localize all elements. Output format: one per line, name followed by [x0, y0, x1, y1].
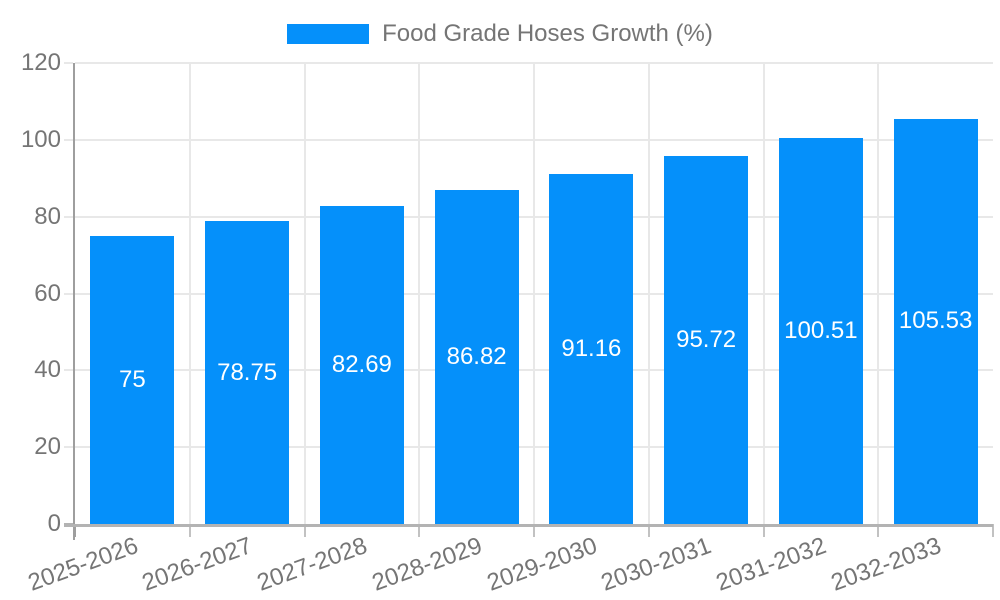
bar-2027-2028: 82.69	[319, 206, 404, 524]
v-gridline	[188, 63, 191, 524]
y-tick-label: 100	[20, 125, 61, 153]
v-gridline	[533, 63, 535, 524]
x-tick-mark	[188, 524, 191, 537]
x-axis-label: 2026-2027	[138, 532, 257, 597]
v-gridline	[647, 63, 650, 524]
bar-value-label: 105.53	[898, 307, 973, 335]
y-tick-label: 40	[34, 356, 61, 384]
y-tick-mark	[64, 369, 73, 372]
v-gridline	[418, 63, 421, 524]
y-tick-label: 80	[34, 202, 61, 230]
x-axis-label: 2025-2026	[24, 532, 142, 597]
x-axis-label: 2030-2031	[597, 532, 716, 597]
bar-value-label: 100.51	[784, 316, 858, 344]
x-axis-label: 2031-2032	[712, 532, 830, 597]
bar-2025-2026: 75	[90, 235, 175, 524]
y-tick-label: 60	[34, 279, 61, 307]
y-tick-mark	[64, 215, 73, 218]
x-axis-label: 2032-2033	[827, 532, 945, 597]
bar-2028-2029: 86.82	[434, 190, 519, 524]
y-tick-label: 0	[47, 510, 61, 537]
x-tick-mark	[762, 524, 765, 537]
y-tick-mark	[64, 292, 73, 295]
bar-2026-2027: 78.75	[205, 221, 290, 524]
v-gridline	[877, 63, 880, 524]
x-axis-label: 2028-2029	[368, 532, 486, 597]
plot-area: 0 20 40 60 80 100 120 75 2025-2026 78.75 2026-2027…	[21, 50, 994, 597]
y-tick-label: 120	[20, 49, 61, 76]
x-tick-mark	[877, 524, 880, 537]
bar-value-label: 78.75	[217, 358, 278, 386]
x-tick-mark	[418, 524, 421, 537]
y-tick-mark	[64, 138, 73, 141]
v-gridline	[303, 63, 306, 524]
x-tick-mark	[647, 524, 650, 537]
y-tick-mark	[64, 62, 73, 64]
x-axis-label: 2027-2028	[253, 532, 371, 597]
chart-legend: Food Grade Hoses Growth (%)	[0, 20, 1000, 47]
x-axis-label: 2029-2030	[483, 532, 601, 597]
bar-2031-2032: 100.51	[778, 137, 863, 524]
legend-swatch	[287, 24, 370, 45]
v-gridline	[762, 63, 765, 524]
bar-2029-2030: 91.16	[549, 173, 634, 524]
bar-value-label: 95.72	[676, 326, 737, 354]
x-tick-mark	[992, 524, 994, 537]
bar-value-label: 86.82	[446, 343, 507, 371]
y-axis-line	[73, 63, 75, 540]
x-axis-line	[64, 524, 993, 527]
x-tick-mark	[533, 524, 535, 537]
legend-label: Food Grade Hoses Growth (%)	[382, 20, 713, 47]
bar-2030-2031: 95.72	[664, 156, 749, 524]
bar-value-label: 82.69	[331, 351, 392, 379]
y-tick-mark	[64, 446, 73, 449]
bar-2032-2033: 105.53	[893, 118, 978, 524]
x-tick-mark	[303, 524, 306, 537]
y-tick-label: 20	[34, 433, 61, 461]
bar-value-label: 91.16	[561, 334, 622, 362]
x-tick-mark	[74, 524, 76, 537]
bar-value-label: 75	[119, 365, 146, 393]
